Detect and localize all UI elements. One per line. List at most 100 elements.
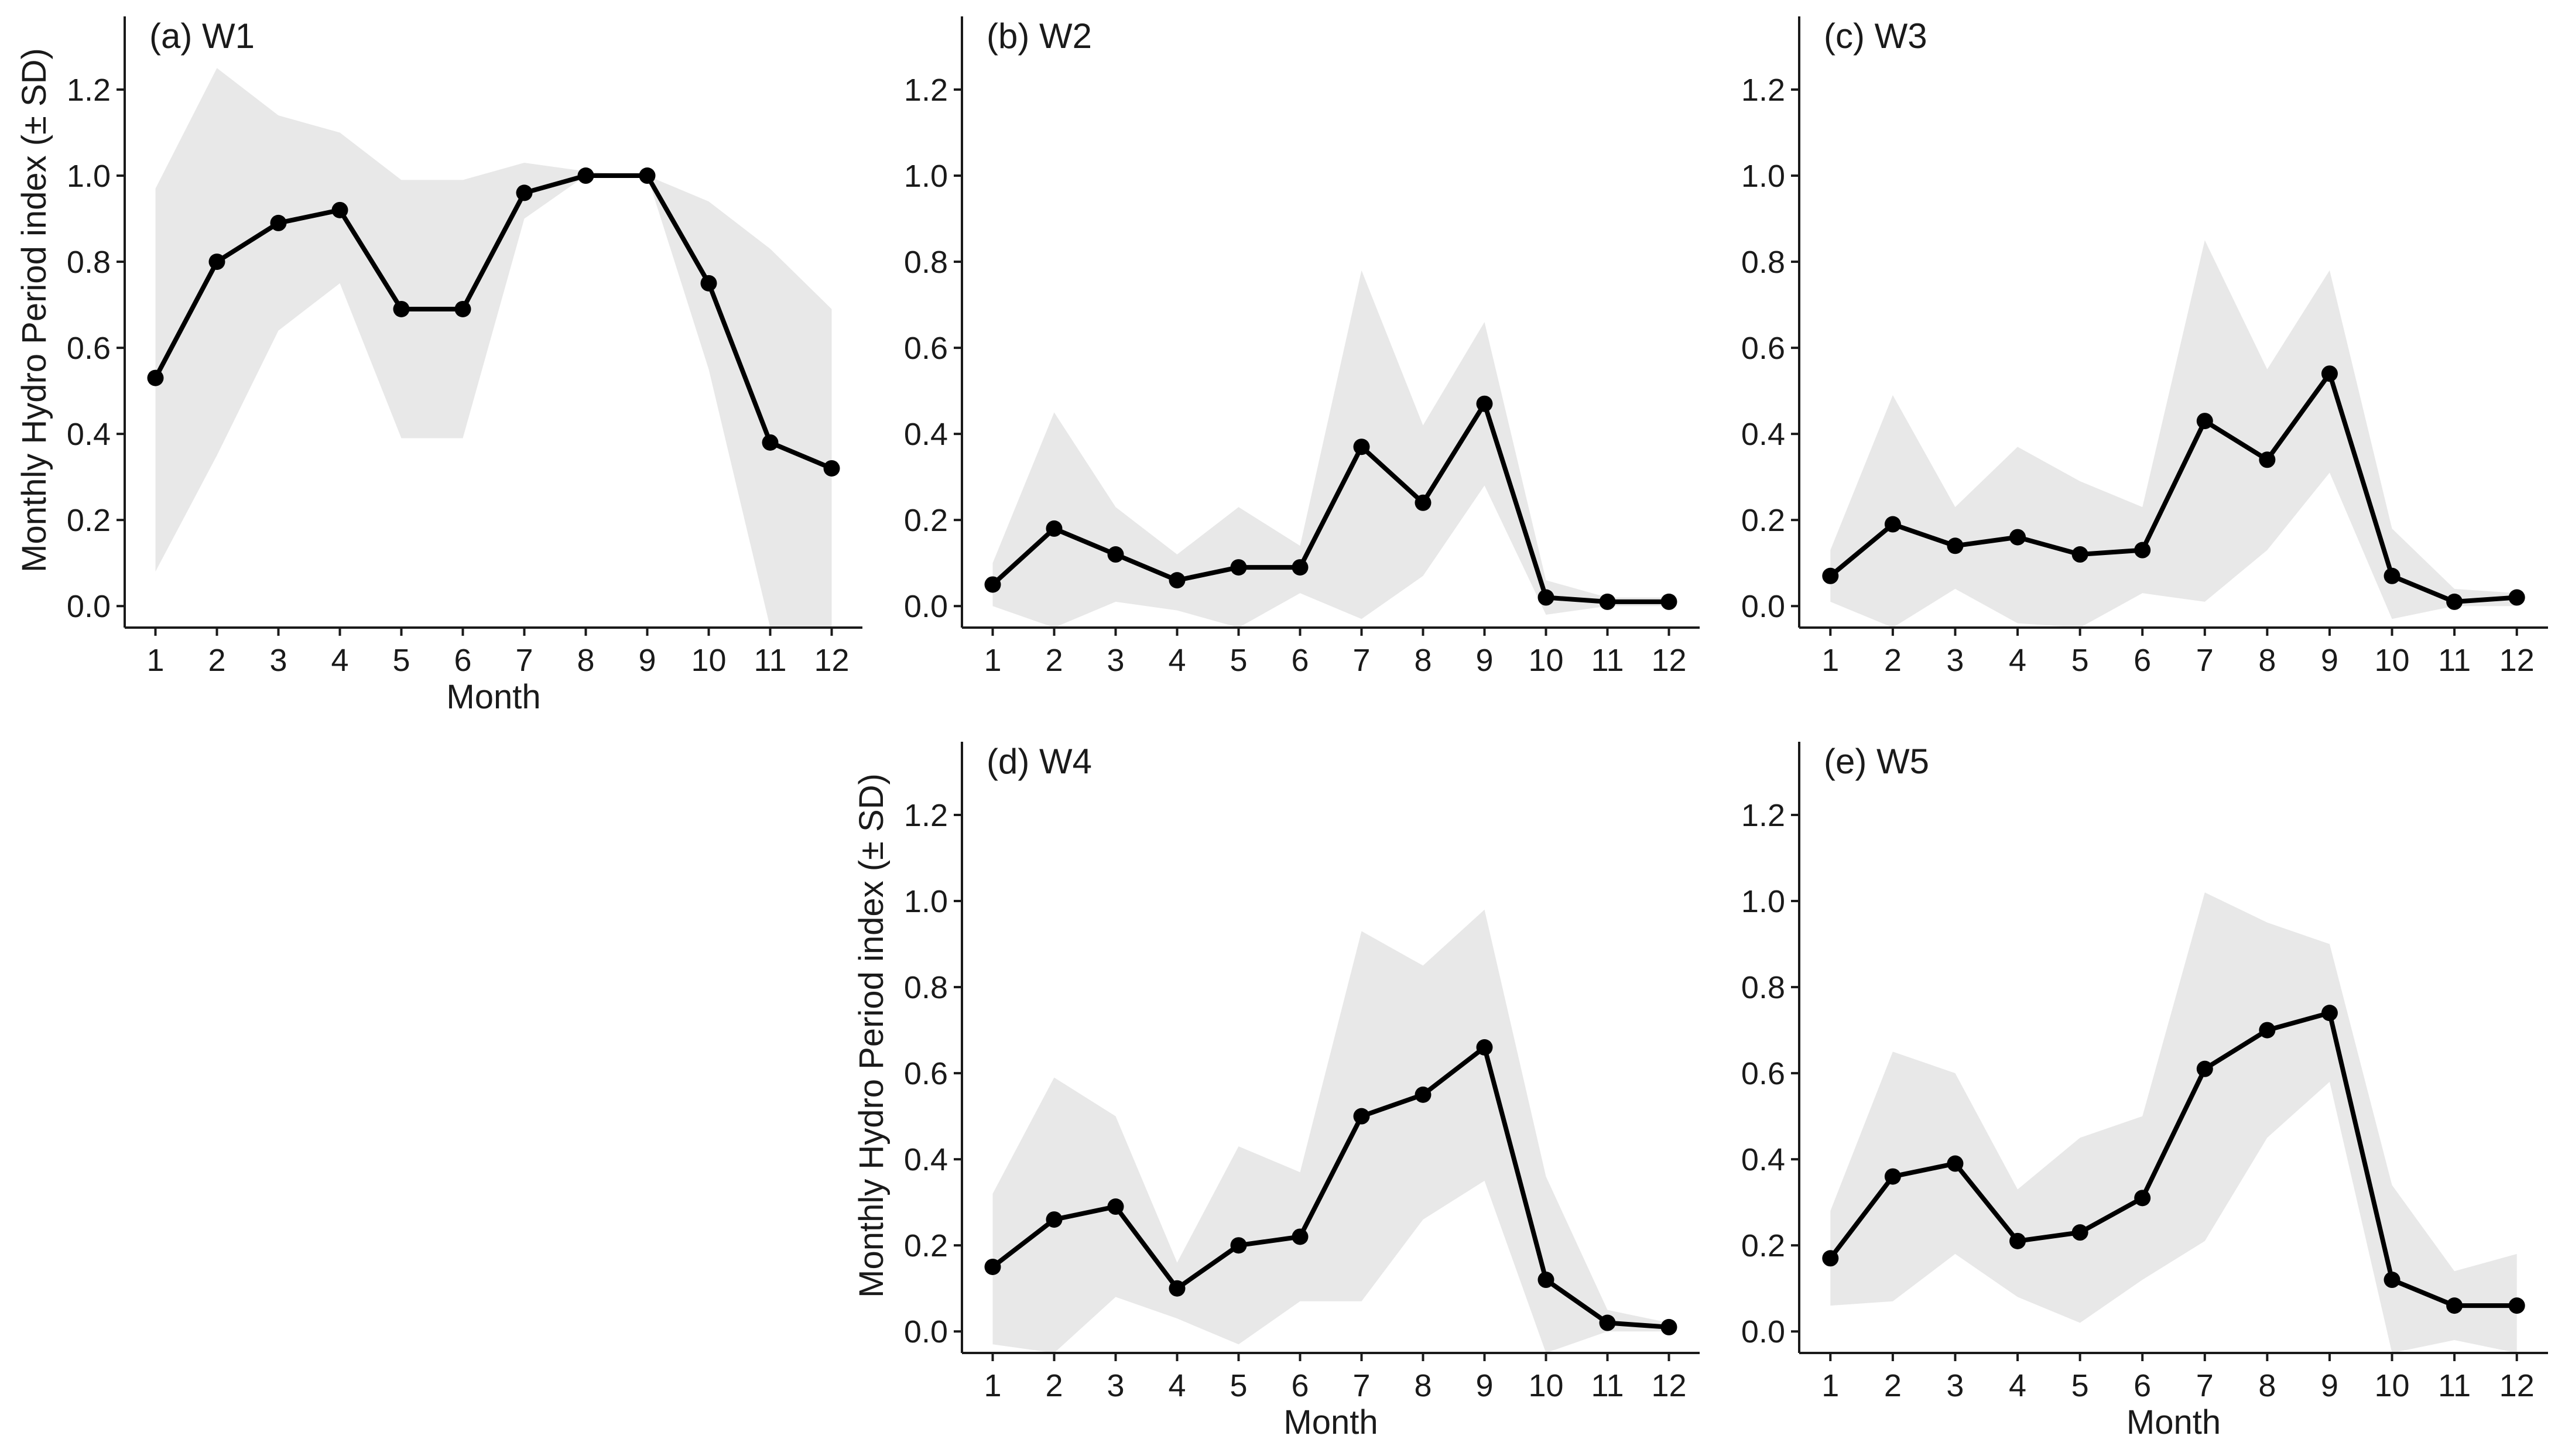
data-point — [984, 1258, 1001, 1275]
data-point — [393, 300, 410, 317]
sd-band — [992, 909, 1669, 1353]
data-point — [1947, 1155, 1964, 1172]
data-point — [1822, 567, 1839, 584]
data-point — [2009, 1232, 2026, 1249]
y-tick-label: 0.2 — [904, 503, 948, 538]
data-point — [208, 253, 225, 270]
x-tick-label: 9 — [1475, 1368, 1493, 1403]
data-point — [270, 214, 287, 231]
x-tick-label: 1 — [146, 643, 164, 678]
y-tick-label: 0.2 — [1741, 1228, 1785, 1263]
sd-band — [155, 68, 832, 628]
x-tick-label: 9 — [2321, 643, 2338, 678]
data-point — [1230, 1237, 1247, 1254]
sd-band — [992, 270, 1669, 628]
x-tick-label: 11 — [1591, 643, 1624, 678]
panel-w3: 0.00.20.40.60.81.01.21 2 3 4 5 6 7 8 9 10 11 12(c) … — [1741, 16, 2548, 678]
sd-band — [1830, 240, 2517, 628]
x-tick-label: 10 — [2375, 1368, 2410, 1403]
data-point — [1822, 1250, 1839, 1267]
x-tick-label: 7 — [1352, 1368, 1370, 1403]
data-point — [1537, 589, 1554, 606]
data-point — [1107, 1198, 1124, 1215]
x-tick-label: 3 — [1946, 1368, 1964, 1403]
y-tick-label: 0.6 — [904, 331, 948, 366]
y-tick-label: 0.2 — [67, 503, 111, 538]
x-tick-label: 4 — [1168, 643, 1186, 678]
series-line — [991, 1045, 1669, 1330]
y-tick-label: 1.0 — [904, 884, 948, 919]
data-point — [1476, 1039, 1493, 1056]
panel-title: (b) W2 — [987, 16, 1092, 56]
x-tick-label: 8 — [2258, 1368, 2276, 1403]
y-tick-label: 0.6 — [67, 331, 111, 366]
x-tick-label: 9 — [1475, 643, 1493, 678]
y-tick-label: 0.6 — [1741, 1056, 1785, 1091]
data-point — [2321, 1005, 2338, 1022]
series-line — [991, 401, 1669, 604]
x-tick-label: 5 — [2071, 643, 2089, 678]
data-point — [2508, 1297, 2525, 1314]
x-tick-label: 7 — [1352, 643, 1370, 678]
data-point — [2196, 1060, 2213, 1077]
x-tick-label: 10 — [691, 643, 726, 678]
x-tick-label: 11 — [1591, 1368, 1624, 1403]
data-point — [2259, 451, 2276, 468]
data-point — [2071, 1224, 2088, 1241]
data-point — [1292, 559, 1309, 576]
data-point — [2321, 365, 2338, 382]
series-line — [1828, 1010, 2517, 1308]
x-tick-label: 12 — [2499, 643, 2535, 678]
y-tick-label: 1.0 — [1741, 159, 1785, 194]
panel-title: (e) W5 — [1824, 742, 1929, 781]
x-tick-label: 2 — [208, 643, 225, 678]
x-tick-label: 5 — [2071, 1368, 2089, 1403]
x-tick-label: 12 — [814, 643, 849, 678]
data-point — [639, 167, 656, 184]
x-tick-label: 9 — [2321, 1368, 2338, 1403]
data-point — [2446, 1297, 2463, 1314]
data-point — [1660, 593, 1677, 610]
x-tick-label: 8 — [2258, 643, 2276, 678]
panel-w1: 0.00.20.40.60.81.01.21 2 3 4 5 6 7 8 9 10 11 12(a) … — [15, 16, 862, 716]
x-tick-label: 1 — [984, 1368, 1001, 1403]
x-tick-label: 2 — [1045, 643, 1063, 678]
data-point — [1353, 1108, 1370, 1125]
x-tick-label: 2 — [1884, 643, 1902, 678]
x-tick-label: 6 — [2133, 643, 2151, 678]
panel-w2: 0.00.20.40.60.81.01.21 2 3 4 5 6 7 8 9 10 11 12(b) … — [904, 16, 1700, 678]
data-point — [1599, 593, 1616, 610]
data-point — [1230, 559, 1247, 576]
data-point — [2259, 1022, 2276, 1039]
data-point — [2196, 413, 2213, 430]
data-point — [1660, 1318, 1677, 1335]
data-point — [1292, 1228, 1309, 1245]
y-tick-label: 0.8 — [1741, 970, 1785, 1005]
data-point — [823, 460, 840, 477]
x-tick-label: 11 — [2438, 1368, 2471, 1403]
x-tick-label: 12 — [2499, 1368, 2535, 1403]
x-tick-label: 7 — [2196, 643, 2214, 678]
data-point — [1169, 1280, 1186, 1297]
data-point — [1476, 395, 1493, 412]
y-tick-label: 0.0 — [1741, 589, 1785, 624]
x-tick-label: 10 — [1528, 643, 1563, 678]
x-tick-label: 8 — [577, 643, 594, 678]
y-tick-label: 0.6 — [904, 1056, 948, 1091]
data-point — [1046, 1211, 1063, 1228]
x-tick-label: 7 — [2196, 1368, 2214, 1403]
y-tick-label: 0.4 — [67, 417, 111, 452]
data-point — [2384, 1272, 2400, 1289]
y-tick-label: 1.2 — [904, 798, 948, 833]
y-tick-label: 0.0 — [1741, 1314, 1785, 1349]
sd-band — [1830, 892, 2517, 1353]
x-axis-title: Month — [2126, 1403, 2221, 1441]
x-tick-label: 3 — [1107, 643, 1124, 678]
x-tick-label: 4 — [2009, 1368, 2026, 1403]
data-point — [2508, 589, 2525, 606]
x-tick-label: 8 — [1414, 1368, 1432, 1403]
y-tick-label: 0.2 — [1741, 503, 1785, 538]
x-tick-label: 2 — [1045, 1368, 1063, 1403]
x-tick-label: 12 — [1651, 643, 1686, 678]
